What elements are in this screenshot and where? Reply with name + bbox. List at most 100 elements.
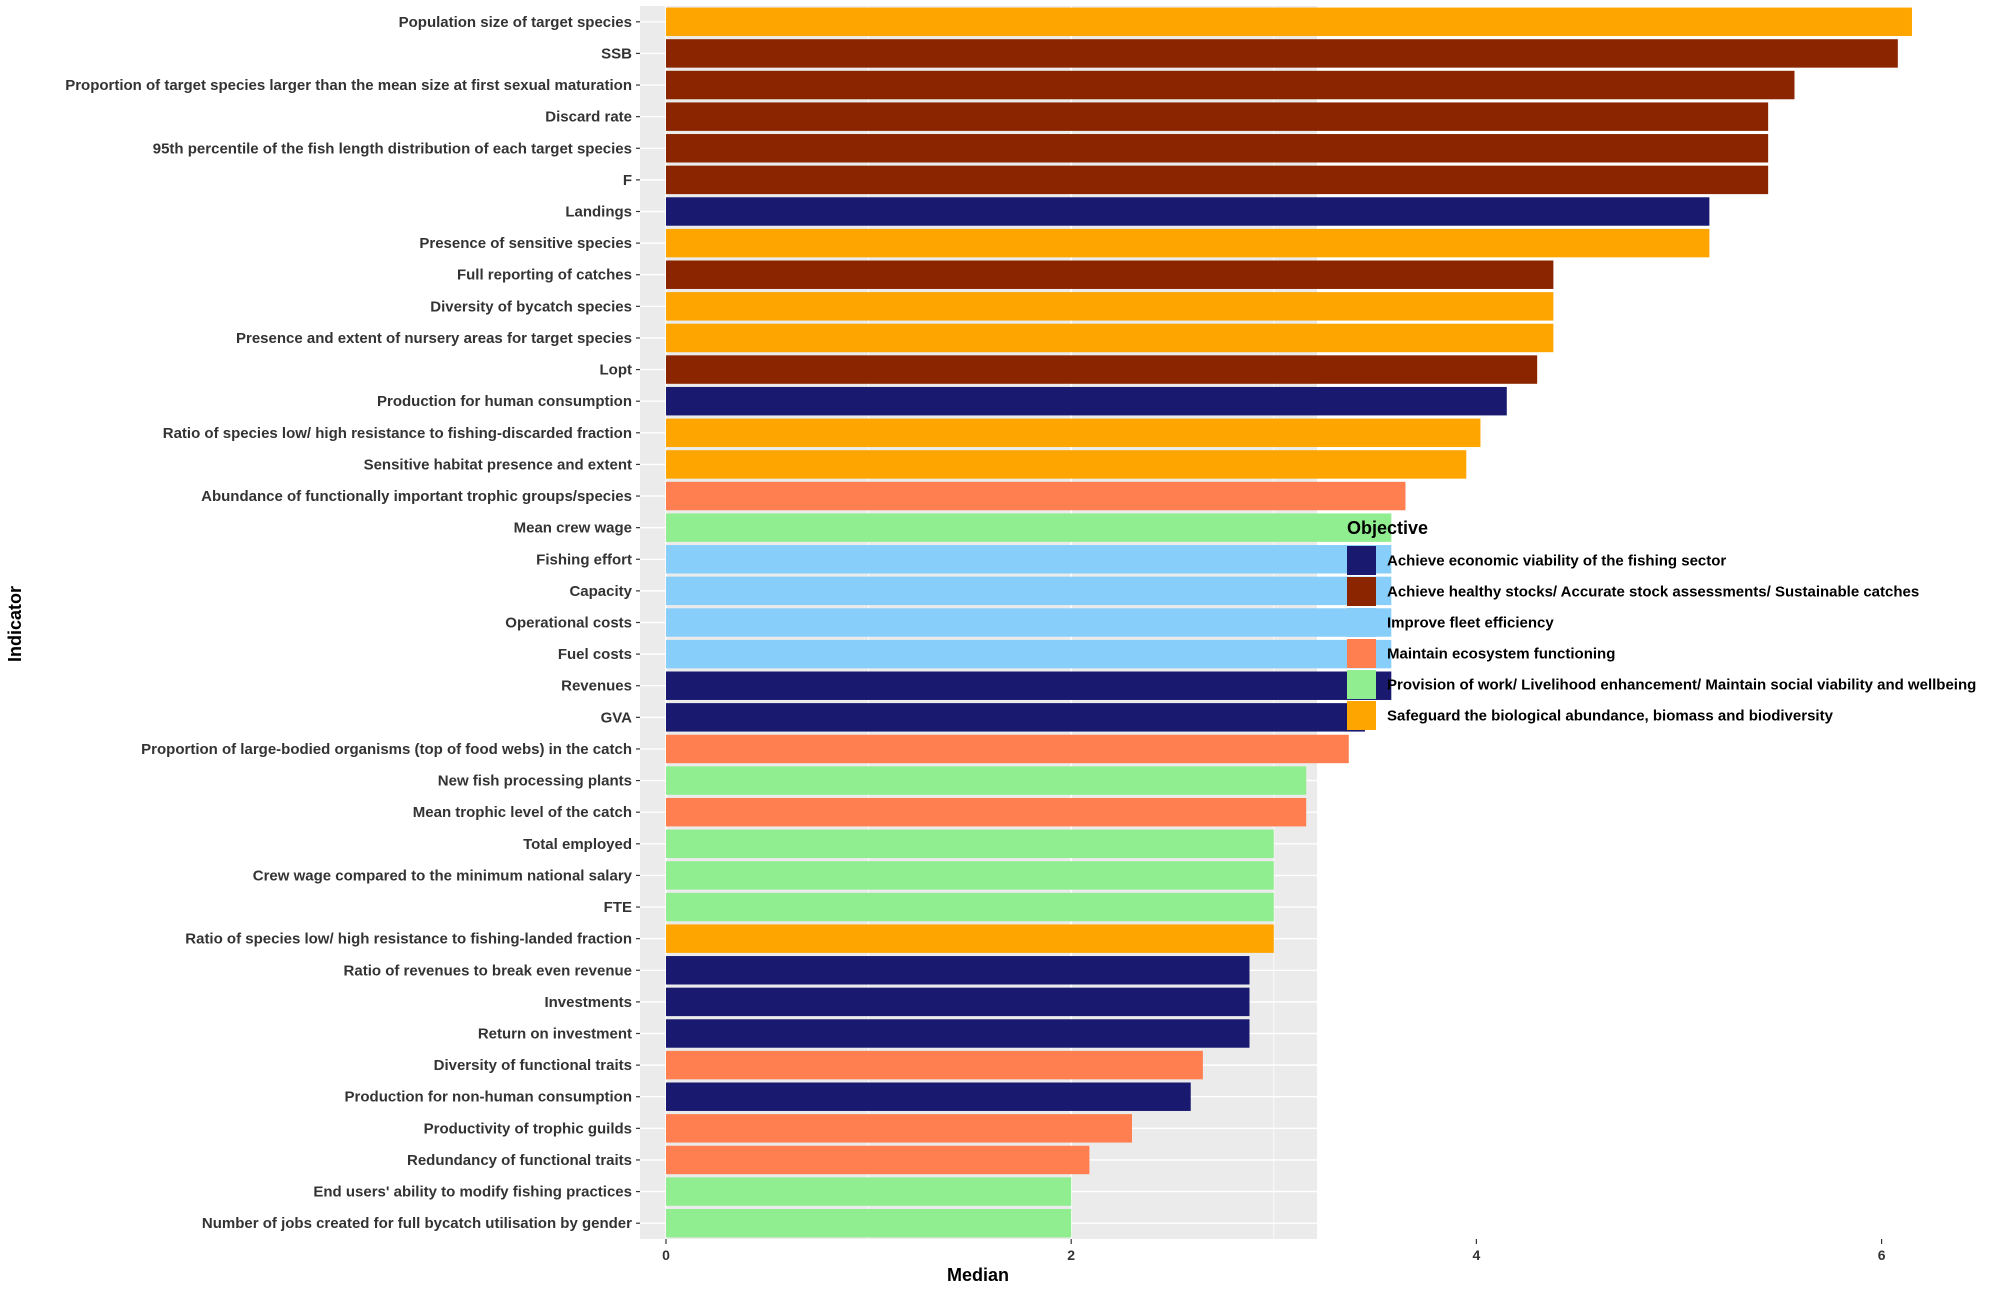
y-tick-label: Production for non-human consumption: [345, 1089, 632, 1106]
legend-label-fleet: Improve fleet efficiency: [1387, 615, 1554, 632]
y-tick-label: New fish processing plants: [438, 773, 632, 790]
y-tick-label: End users' ability to modify fishing pra…: [313, 1184, 632, 1201]
y-tick-label: Sensitive habitat presence and extent: [364, 456, 632, 473]
bar-27: [666, 829, 1274, 859]
y-tick-label: F: [623, 172, 632, 189]
y-tick-label: SSB: [601, 45, 632, 62]
bar-22: [666, 671, 1392, 700]
x-tick-label: 6: [1878, 1247, 1886, 1263]
bar-10: [666, 292, 1554, 321]
bar-17: [666, 513, 1392, 542]
y-tick-label: Fishing effort: [536, 551, 632, 568]
legend-label-work: Provision of work/ Livelihood enhancemen…: [1387, 677, 1976, 694]
x-tick-label: 0: [662, 1247, 670, 1263]
bar-30: [666, 924, 1274, 953]
y-tick-label: Total employed: [523, 836, 632, 853]
y-tick-label: Diversity of functional traits: [434, 1057, 632, 1074]
bar-1: [666, 7, 1912, 37]
bar-13: [666, 386, 1507, 416]
legend-label-eco: Maintain ecosystem functioning: [1387, 646, 1615, 663]
y-tick-label: Ratio of species low/ high resistance to…: [163, 425, 632, 442]
legend-key-eco: [1347, 639, 1376, 668]
y-tick-label: Abundance of functionally important trop…: [201, 488, 632, 505]
bar-34: [666, 1050, 1203, 1080]
bar-19: [666, 576, 1392, 606]
legend: Objective Achieve economic viability of …: [1347, 518, 1976, 730]
legend-key-fleet: [1347, 608, 1376, 637]
x-tick-labels: 0 2 4 6: [662, 1239, 1886, 1263]
y-tick-label: Landings: [565, 204, 632, 221]
y-tick-label: Presence of sensitive species: [419, 235, 632, 252]
x-tick-label: 2: [1067, 1247, 1075, 1263]
y-tick-label: Crew wage compared to the minimum nation…: [253, 867, 633, 884]
y-axis-title: Indicator: [5, 586, 25, 662]
bar-35: [666, 1082, 1191, 1111]
bar-31: [666, 956, 1250, 985]
x-axis-title: Median: [947, 1265, 1009, 1285]
legend-label-stocks: Achieve healthy stocks/ Accurate stock a…: [1387, 584, 1919, 601]
bar-38: [666, 1177, 1072, 1206]
y-tick-label: Discard rate: [545, 109, 632, 126]
bar-28: [666, 861, 1274, 890]
y-tick-label: Mean trophic level of the catch: [413, 804, 632, 821]
x-tick-label: 4: [1473, 1247, 1481, 1263]
legend-title: Objective: [1347, 518, 1428, 538]
y-tick-label: Proportion of large-bodied organisms (to…: [141, 741, 632, 758]
y-tick-label: Proportion of target species larger than…: [65, 77, 632, 94]
bar-25: [666, 766, 1307, 795]
bar-7: [666, 197, 1710, 226]
bar-29: [666, 892, 1274, 922]
bar-23: [666, 703, 1365, 732]
legend-key-work: [1347, 670, 1376, 699]
legend-label-econ: Achieve economic viability of the fishin…: [1387, 553, 1726, 570]
y-tick-label: Productivity of trophic guilds: [424, 1120, 632, 1137]
legend-label-bio: Safeguard the biological abundance, biom…: [1387, 708, 1834, 725]
bar-39: [666, 1208, 1072, 1238]
y-tick-label: Operational costs: [505, 615, 632, 632]
bar-37: [666, 1145, 1090, 1175]
bar-5: [666, 134, 1769, 163]
y-tick-label: Ratio of revenues to break even revenue: [344, 962, 632, 979]
bar-8: [666, 228, 1710, 258]
bar-21: [666, 639, 1392, 669]
bar-16: [666, 481, 1406, 511]
y-tick-labels: Population size of target species SSB Prop…: [65, 14, 640, 1232]
y-tick-label: FTE: [604, 899, 632, 916]
bar-9: [666, 260, 1554, 289]
y-tick-label: Fuel costs: [558, 646, 632, 663]
y-tick-label: Diversity of bycatch species: [430, 298, 632, 315]
legend-key-stocks: [1347, 577, 1376, 606]
bar-33: [666, 1019, 1250, 1048]
bar-20: [666, 608, 1392, 637]
y-tick-label: Ratio of species low/ high resistance to…: [185, 931, 632, 948]
y-tick-label: Redundancy of functional traits: [407, 1152, 632, 1169]
y-tick-label: Number of jobs created for full bycatch …: [202, 1215, 632, 1232]
y-tick-label: Population size of target species: [399, 14, 632, 31]
bar-4: [666, 102, 1769, 131]
bar-18: [666, 545, 1392, 574]
legend-key-econ: [1347, 546, 1376, 575]
y-tick-label: GVA: [601, 709, 633, 726]
y-tick-label: Production for human consumption: [377, 393, 632, 410]
bar-36: [666, 1114, 1132, 1143]
bar-6: [666, 165, 1769, 195]
bar-26: [666, 797, 1307, 827]
bar-2: [666, 39, 1898, 68]
y-tick-label: Revenues: [561, 678, 632, 695]
bars: [666, 7, 1912, 1238]
y-tick-label: Investments: [544, 994, 632, 1011]
y-tick-label: Presence and extent of nursery areas for…: [236, 330, 632, 347]
bar-32: [666, 987, 1250, 1017]
y-tick-label: Full reporting of catches: [457, 267, 632, 284]
bar-12: [666, 355, 1538, 384]
bar-14: [666, 418, 1481, 448]
bar-11: [666, 323, 1554, 353]
bar-3: [666, 70, 1795, 100]
y-tick-label: Lopt: [600, 362, 632, 379]
legend-key-bio: [1347, 701, 1376, 730]
y-tick-label: Return on investment: [478, 1026, 632, 1043]
y-tick-label: 95th percentile of the fish length distr…: [153, 140, 632, 157]
y-tick-label: Capacity: [569, 583, 632, 600]
y-tick-label: Mean crew wage: [514, 520, 632, 537]
